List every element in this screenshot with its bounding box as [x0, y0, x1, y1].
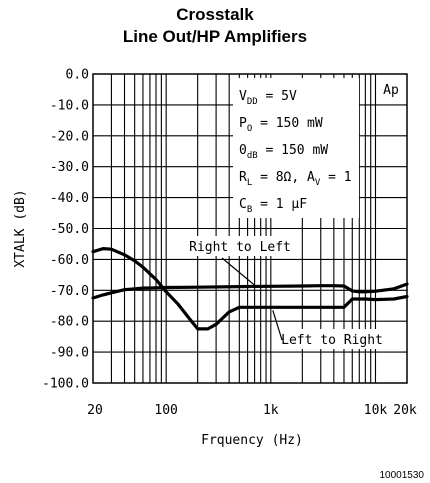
test-conditions: VDD = 5V PO = 150 mW 0dB = 150 mW RL = 8Ω, … [233, 78, 359, 218]
series-annotations: Right to Left Left to Right [180, 236, 385, 349]
y-tick-labels: 0.0 -10.0 -20.0 -30.0 -40.0 -50.0 -60.0 -70.0 -8… [42, 68, 89, 392]
condition-line: CB = 1 µF [239, 197, 307, 215]
annotation-box [280, 329, 385, 349]
x-tick-label: 10k [364, 403, 388, 418]
ap-logo: Ap [377, 78, 405, 100]
condition-line: PO = 150 mW [239, 116, 323, 134]
logo-box [377, 78, 405, 100]
x-tick-label: 20 [87, 403, 103, 418]
series-line-right-to-left [91, 247, 409, 331]
y-tick-label: -50.0 [50, 222, 89, 237]
series-line-left-to-right [91, 282, 409, 300]
annotation-right-to-left: Right to Left [189, 240, 291, 255]
condition-line: 0dB = 150 mW [239, 143, 328, 161]
y-axis-label: XTALK (dB) [13, 189, 28, 267]
x-tick-label: 20k [393, 403, 417, 418]
y-tick-label: 0.0 [66, 68, 89, 83]
condition-line: RL = 8Ω, AV = 1 [239, 170, 352, 188]
conditions-box [233, 78, 359, 218]
x-axis-label: Frquency (Hz) [201, 433, 303, 448]
x-tick-labels: 20 100 1k 10k 20k [87, 403, 417, 418]
y-tick-label: -60.0 [50, 253, 89, 268]
condition-line: VDD = 5V [239, 89, 297, 107]
data-series [91, 247, 409, 331]
figure-id: 10001530 [380, 470, 425, 481]
y-tick-label: -70.0 [50, 284, 89, 299]
y-tick-label: -100.0 [42, 377, 89, 392]
y-tick-label: -10.0 [50, 98, 89, 113]
annotation-arrow [272, 310, 283, 341]
x-tick-label: 100 [154, 403, 177, 418]
annotation-left-to-right: Left to Right [281, 333, 383, 348]
annotation-arrow [221, 257, 255, 286]
y-tick-label: -90.0 [50, 346, 89, 361]
logo-text: Ap [383, 83, 399, 98]
annotation-box [180, 236, 300, 256]
plot-frame [92, 73, 408, 384]
y-tick-label: -80.0 [50, 315, 89, 330]
y-tick-label: -30.0 [50, 160, 89, 175]
chart-title-line-1: Crosstalk [176, 5, 254, 24]
y-tick-label: -40.0 [50, 191, 89, 206]
y-tick-label: -20.0 [50, 129, 89, 144]
x-tick-label: 1k [263, 403, 279, 418]
chart-title-line-2: Line Out/HP Amplifiers [123, 27, 307, 46]
